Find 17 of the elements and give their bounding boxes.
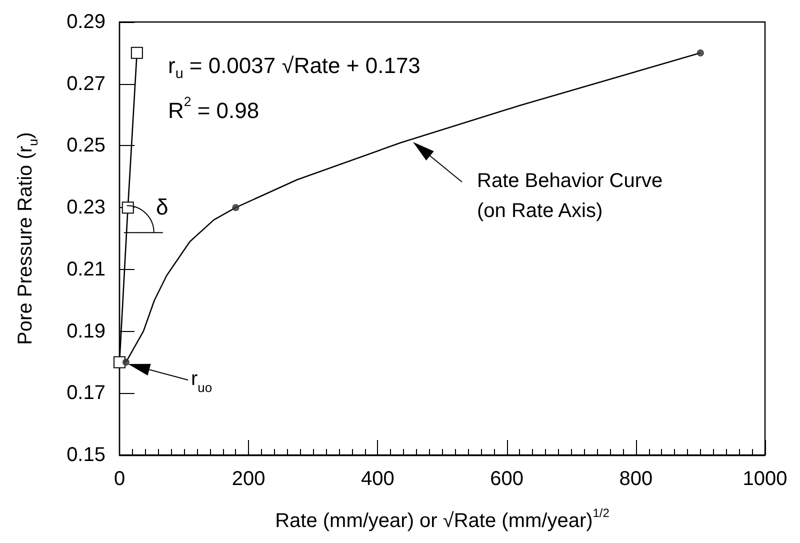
y-tick-label: 0.29 <box>66 11 106 33</box>
x-tick-label: 1000 <box>742 468 788 490</box>
x-tick-label: 0 <box>114 468 126 490</box>
x-tick-label: 600 <box>490 468 524 490</box>
y-tick-label: 0.25 <box>66 134 106 157</box>
y-tick-label: 0.21 <box>66 258 106 280</box>
y-tick-label: 0.27 <box>66 72 106 95</box>
x-tick-label: 200 <box>232 468 266 490</box>
annotation: δ <box>156 194 168 220</box>
annotation: Rate Behavior Curve (on Rate Axis) <box>477 170 663 222</box>
y-axis-title: Pore Pressure Ratio (ru) <box>14 132 40 345</box>
y-tick-label: 0.23 <box>66 196 106 219</box>
x-tick-label: 400 <box>361 468 394 490</box>
y-tick-label: 0.17 <box>66 382 106 404</box>
y-tick-label: 0.19 <box>66 320 106 342</box>
x-tick-label: 800 <box>619 468 653 490</box>
y-tick-label: 0.15 <box>66 444 106 466</box>
